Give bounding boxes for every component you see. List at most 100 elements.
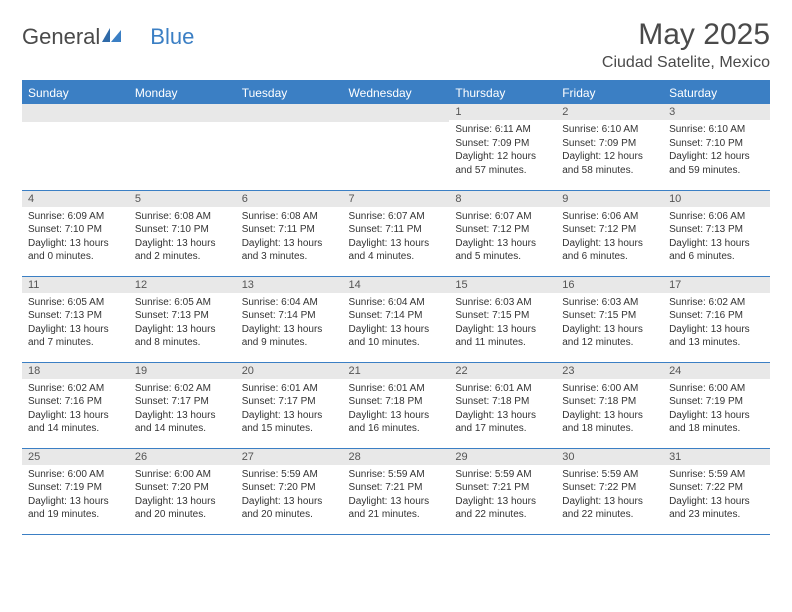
daylight-text-b: and 3 minutes. — [242, 250, 337, 264]
daylight-text-b: and 58 minutes. — [562, 164, 657, 178]
calendar-day-cell: 23Sunrise: 6:00 AMSunset: 7:18 PMDayligh… — [556, 362, 663, 448]
daylight-text-a: Daylight: 13 hours — [349, 323, 444, 337]
day-number: 6 — [236, 191, 343, 207]
daylight-text-b: and 23 minutes. — [669, 508, 764, 522]
daylight-text-a: Daylight: 13 hours — [28, 323, 123, 337]
sunset-text: Sunset: 7:19 PM — [28, 481, 123, 495]
calendar-day-cell — [343, 104, 450, 190]
day-number: 7 — [343, 191, 450, 207]
calendar-day-cell: 1Sunrise: 6:11 AMSunset: 7:09 PMDaylight… — [449, 104, 556, 190]
daylight-text-b: and 2 minutes. — [135, 250, 230, 264]
day-number: 16 — [556, 277, 663, 293]
sunrise-text: Sunrise: 6:01 AM — [349, 382, 444, 396]
sunrise-text: Sunrise: 6:00 AM — [135, 468, 230, 482]
sunrise-text: Sunrise: 6:02 AM — [28, 382, 123, 396]
calendar-day-cell: 28Sunrise: 5:59 AMSunset: 7:21 PMDayligh… — [343, 448, 450, 534]
day-number: 23 — [556, 363, 663, 379]
calendar-week-row: 11Sunrise: 6:05 AMSunset: 7:13 PMDayligh… — [22, 276, 770, 362]
header: General Blue May 2025 Ciudad Satelite, M… — [22, 18, 770, 72]
sunset-text: Sunset: 7:14 PM — [349, 309, 444, 323]
daylight-text-b: and 20 minutes. — [135, 508, 230, 522]
sunrise-text: Sunrise: 6:00 AM — [669, 382, 764, 396]
calendar-week-row: 1Sunrise: 6:11 AMSunset: 7:09 PMDaylight… — [22, 104, 770, 190]
sunrise-text: Sunrise: 5:59 AM — [242, 468, 337, 482]
logo-sail-icon — [102, 26, 124, 49]
daylight-text-a: Daylight: 13 hours — [28, 495, 123, 509]
calendar-day-cell: 22Sunrise: 6:01 AMSunset: 7:18 PMDayligh… — [449, 362, 556, 448]
calendar-day-cell: 2Sunrise: 6:10 AMSunset: 7:09 PMDaylight… — [556, 104, 663, 190]
sunset-text: Sunset: 7:21 PM — [349, 481, 444, 495]
daylight-text-b: and 18 minutes. — [669, 422, 764, 436]
day-number: 30 — [556, 449, 663, 465]
day-data: Sunrise: 6:11 AMSunset: 7:09 PMDaylight:… — [449, 120, 556, 180]
sunset-text: Sunset: 7:20 PM — [135, 481, 230, 495]
day-number: 3 — [663, 104, 770, 120]
calendar-day-cell: 21Sunrise: 6:01 AMSunset: 7:18 PMDayligh… — [343, 362, 450, 448]
day-of-week-row: SundayMondayTuesdayWednesdayThursdayFrid… — [22, 81, 770, 104]
day-number: 28 — [343, 449, 450, 465]
sunrise-text: Sunrise: 6:06 AM — [562, 210, 657, 224]
day-data: Sunrise: 6:05 AMSunset: 7:13 PMDaylight:… — [22, 293, 129, 353]
calendar-day-cell: 18Sunrise: 6:02 AMSunset: 7:16 PMDayligh… — [22, 362, 129, 448]
sunrise-text: Sunrise: 6:04 AM — [242, 296, 337, 310]
daylight-text-a: Daylight: 13 hours — [28, 409, 123, 423]
calendar-body: 1Sunrise: 6:11 AMSunset: 7:09 PMDaylight… — [22, 104, 770, 534]
sunrise-text: Sunrise: 5:59 AM — [455, 468, 550, 482]
sunset-text: Sunset: 7:13 PM — [28, 309, 123, 323]
daylight-text-a: Daylight: 13 hours — [349, 237, 444, 251]
sunrise-text: Sunrise: 6:01 AM — [455, 382, 550, 396]
sunset-text: Sunset: 7:20 PM — [242, 481, 337, 495]
daylight-text-a: Daylight: 13 hours — [242, 237, 337, 251]
daylight-text-a: Daylight: 13 hours — [455, 495, 550, 509]
calendar-week-row: 25Sunrise: 6:00 AMSunset: 7:19 PMDayligh… — [22, 448, 770, 534]
daylight-text-b: and 8 minutes. — [135, 336, 230, 350]
calendar-day-cell: 7Sunrise: 6:07 AMSunset: 7:11 PMDaylight… — [343, 190, 450, 276]
day-of-week-header: Wednesday — [343, 81, 450, 104]
day-data: Sunrise: 5:59 AMSunset: 7:21 PMDaylight:… — [449, 465, 556, 525]
calendar-day-cell: 17Sunrise: 6:02 AMSunset: 7:16 PMDayligh… — [663, 276, 770, 362]
calendar-day-cell: 30Sunrise: 5:59 AMSunset: 7:22 PMDayligh… — [556, 448, 663, 534]
sunrise-text: Sunrise: 6:05 AM — [28, 296, 123, 310]
calendar-day-cell: 11Sunrise: 6:05 AMSunset: 7:13 PMDayligh… — [22, 276, 129, 362]
daylight-text-a: Daylight: 12 hours — [669, 150, 764, 164]
day-number: 1 — [449, 104, 556, 120]
daylight-text-b: and 15 minutes. — [242, 422, 337, 436]
daylight-text-b: and 0 minutes. — [28, 250, 123, 264]
day-of-week-header: Thursday — [449, 81, 556, 104]
daylight-text-a: Daylight: 13 hours — [242, 409, 337, 423]
daylight-text-a: Daylight: 13 hours — [669, 409, 764, 423]
sunset-text: Sunset: 7:18 PM — [562, 395, 657, 409]
day-data: Sunrise: 5:59 AMSunset: 7:22 PMDaylight:… — [663, 465, 770, 525]
daylight-text-a: Daylight: 12 hours — [562, 150, 657, 164]
daylight-text-a: Daylight: 13 hours — [135, 409, 230, 423]
calendar-day-cell: 5Sunrise: 6:08 AMSunset: 7:10 PMDaylight… — [129, 190, 236, 276]
calendar-day-cell: 8Sunrise: 6:07 AMSunset: 7:12 PMDaylight… — [449, 190, 556, 276]
day-data: Sunrise: 6:01 AMSunset: 7:17 PMDaylight:… — [236, 379, 343, 439]
day-number: 24 — [663, 363, 770, 379]
sunset-text: Sunset: 7:15 PM — [562, 309, 657, 323]
day-data: Sunrise: 6:02 AMSunset: 7:16 PMDaylight:… — [663, 293, 770, 353]
daylight-text-a: Daylight: 13 hours — [135, 237, 230, 251]
sunrise-text: Sunrise: 6:02 AM — [135, 382, 230, 396]
day-data: Sunrise: 6:01 AMSunset: 7:18 PMDaylight:… — [449, 379, 556, 439]
calendar-day-cell — [22, 104, 129, 190]
daylight-text-b: and 22 minutes. — [455, 508, 550, 522]
day-data: Sunrise: 5:59 AMSunset: 7:20 PMDaylight:… — [236, 465, 343, 525]
day-data: Sunrise: 6:00 AMSunset: 7:20 PMDaylight:… — [129, 465, 236, 525]
day-number: 2 — [556, 104, 663, 120]
day-data: Sunrise: 6:04 AMSunset: 7:14 PMDaylight:… — [343, 293, 450, 353]
day-of-week-header: Friday — [556, 81, 663, 104]
sunrise-text: Sunrise: 5:59 AM — [562, 468, 657, 482]
day-number: 14 — [343, 277, 450, 293]
sunrise-text: Sunrise: 6:09 AM — [28, 210, 123, 224]
sunset-text: Sunset: 7:18 PM — [455, 395, 550, 409]
calendar-day-cell: 26Sunrise: 6:00 AMSunset: 7:20 PMDayligh… — [129, 448, 236, 534]
daylight-text-b: and 21 minutes. — [349, 508, 444, 522]
day-number: 15 — [449, 277, 556, 293]
sunset-text: Sunset: 7:11 PM — [242, 223, 337, 237]
sunset-text: Sunset: 7:22 PM — [669, 481, 764, 495]
sunset-text: Sunset: 7:09 PM — [562, 137, 657, 151]
daylight-text-b: and 12 minutes. — [562, 336, 657, 350]
sunset-text: Sunset: 7:10 PM — [28, 223, 123, 237]
daylight-text-a: Daylight: 13 hours — [455, 237, 550, 251]
